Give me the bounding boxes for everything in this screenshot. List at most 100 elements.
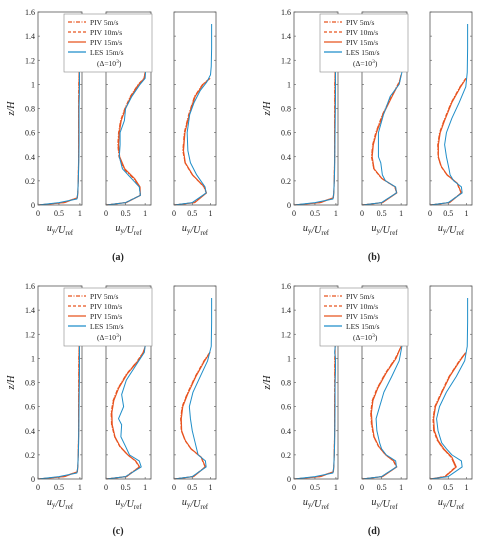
subplot-3: 0 0.5 1uy/Uref (428, 285, 473, 511)
x-tick-label: 0 (104, 483, 108, 492)
y-tick-label: 0.8 (25, 105, 35, 114)
x-axis-label-part: ref (390, 503, 398, 511)
series-group (430, 298, 469, 479)
x-tick-label: 0 (360, 483, 364, 492)
legend-les-note-text: (Δ=10 (353, 333, 372, 342)
y-axis-label: z/H (6, 101, 17, 117)
y-tick-label: 0.4 (25, 153, 35, 162)
legend-entry: LES 15m/s (90, 48, 124, 57)
x-tick-label: 0 (36, 483, 40, 492)
x-axis-label-part: /U (54, 499, 66, 510)
x-axis-label-part: y (308, 501, 312, 509)
series-line-piv-5m-s (38, 340, 80, 479)
series-line-piv-15m-s (38, 340, 80, 479)
series-group (362, 24, 403, 205)
x-tick-label: 1 (78, 209, 82, 218)
x-axis-label: uy/Uref (303, 497, 330, 511)
legend-box (319, 287, 409, 347)
x-tick-label: 0.5 (187, 483, 197, 492)
legend-les-note-text: (Δ=10 (353, 59, 372, 68)
y-tick-label: 0.8 (281, 105, 291, 114)
legend-entry: PIV 10m/s (90, 302, 122, 311)
y-tick-label: 0.4 (281, 153, 291, 162)
legend-les-note-text: (Δ=10 (97, 59, 116, 68)
series-line-piv-5m-s (106, 72, 146, 205)
x-axis-label-part: u (303, 497, 308, 508)
series-group (362, 298, 403, 479)
x-tick-label: 1 (143, 483, 147, 492)
legend-les-note-end: ) (375, 59, 378, 68)
x-axis-label: uy/Uref (303, 223, 330, 237)
series-line-piv-15m-s (294, 340, 336, 479)
legend-les-note-end: ) (119, 333, 122, 342)
x-tick-label: 0 (428, 483, 432, 492)
x-tick-label: 0 (292, 483, 296, 492)
series-line-piv-10m-s (362, 346, 402, 479)
x-axis-label: uy/Uref (47, 497, 74, 511)
y-tick-label: 0.8 (281, 379, 291, 388)
legend-les-note-end: ) (119, 59, 122, 68)
x-tick-label: 1 (334, 209, 338, 218)
x-axis-label: uy/Uref (47, 223, 74, 237)
x-axis-label-part: /U (310, 225, 322, 236)
series-line-piv-15m-s (430, 352, 467, 479)
series-group (430, 24, 469, 205)
subplot-3: 0 0.5 1uy/Uref (172, 11, 217, 237)
series-group (174, 298, 213, 479)
subplot-2: 0 0.5 1uy/Uref (104, 285, 152, 511)
legend-entry: PIV 15m/s (90, 312, 122, 321)
x-axis-label-part: /U (189, 499, 201, 510)
panel-label: (c) (112, 526, 123, 537)
x-axis-label-part: u (47, 497, 52, 508)
x-axis-label-part: ref (321, 229, 329, 237)
y-tick-label: 1.2 (281, 330, 291, 339)
panel-label: (a) (112, 252, 124, 263)
series-line-les-15m-s (106, 24, 147, 205)
x-tick-label: 0.5 (121, 209, 131, 218)
y-tick-label: 0.2 (281, 177, 291, 186)
y-tick-label: 0.6 (281, 403, 291, 412)
x-axis-label-part: y (120, 227, 124, 235)
y-tick-label: 1.6 (281, 8, 291, 17)
series-line-piv-10m-s (38, 66, 80, 205)
x-axis-label-part: y (376, 501, 380, 509)
x-tick-label: 0.5 (443, 483, 453, 492)
series-line-piv-5m-s (362, 346, 402, 479)
y-tick-label: 0.6 (25, 129, 35, 138)
legend-les-note: (Δ=103) (97, 59, 122, 68)
series-line-piv-5m-s (294, 340, 336, 479)
y-tick-label: 1.2 (281, 56, 291, 65)
legend-entry: LES 15m/s (90, 322, 124, 331)
series-group (174, 24, 213, 205)
legend-entry: PIV 5m/s (90, 18, 118, 27)
x-axis-label-part: y (308, 227, 312, 235)
legend-les-note-exp: 3 (372, 333, 375, 339)
series-line-piv-15m-s (106, 72, 146, 205)
x-tick-label: 0 (172, 483, 176, 492)
x-tick-label: 1 (209, 483, 213, 492)
x-axis-label-part: u (371, 497, 376, 508)
x-tick-label: 1 (209, 209, 213, 218)
x-axis-label: uy/Uref (182, 223, 209, 237)
x-axis-label-part: /U (445, 225, 457, 236)
series-line-les-15m-s (174, 298, 213, 479)
x-tick-label: 1 (465, 483, 469, 492)
y-axis-label: z/H (262, 375, 273, 391)
legend-entry: PIV 5m/s (90, 292, 118, 301)
series-line-piv-10m-s (294, 340, 336, 479)
series-line-les-15m-s (430, 24, 469, 205)
x-tick-label: 1 (399, 483, 403, 492)
series-line-piv-15m-s (38, 66, 80, 205)
series-line-les-15m-s (106, 298, 147, 479)
x-axis-label-part: u (438, 497, 443, 508)
x-axis-label: uy/Uref (182, 497, 209, 511)
legend-box (63, 287, 153, 347)
